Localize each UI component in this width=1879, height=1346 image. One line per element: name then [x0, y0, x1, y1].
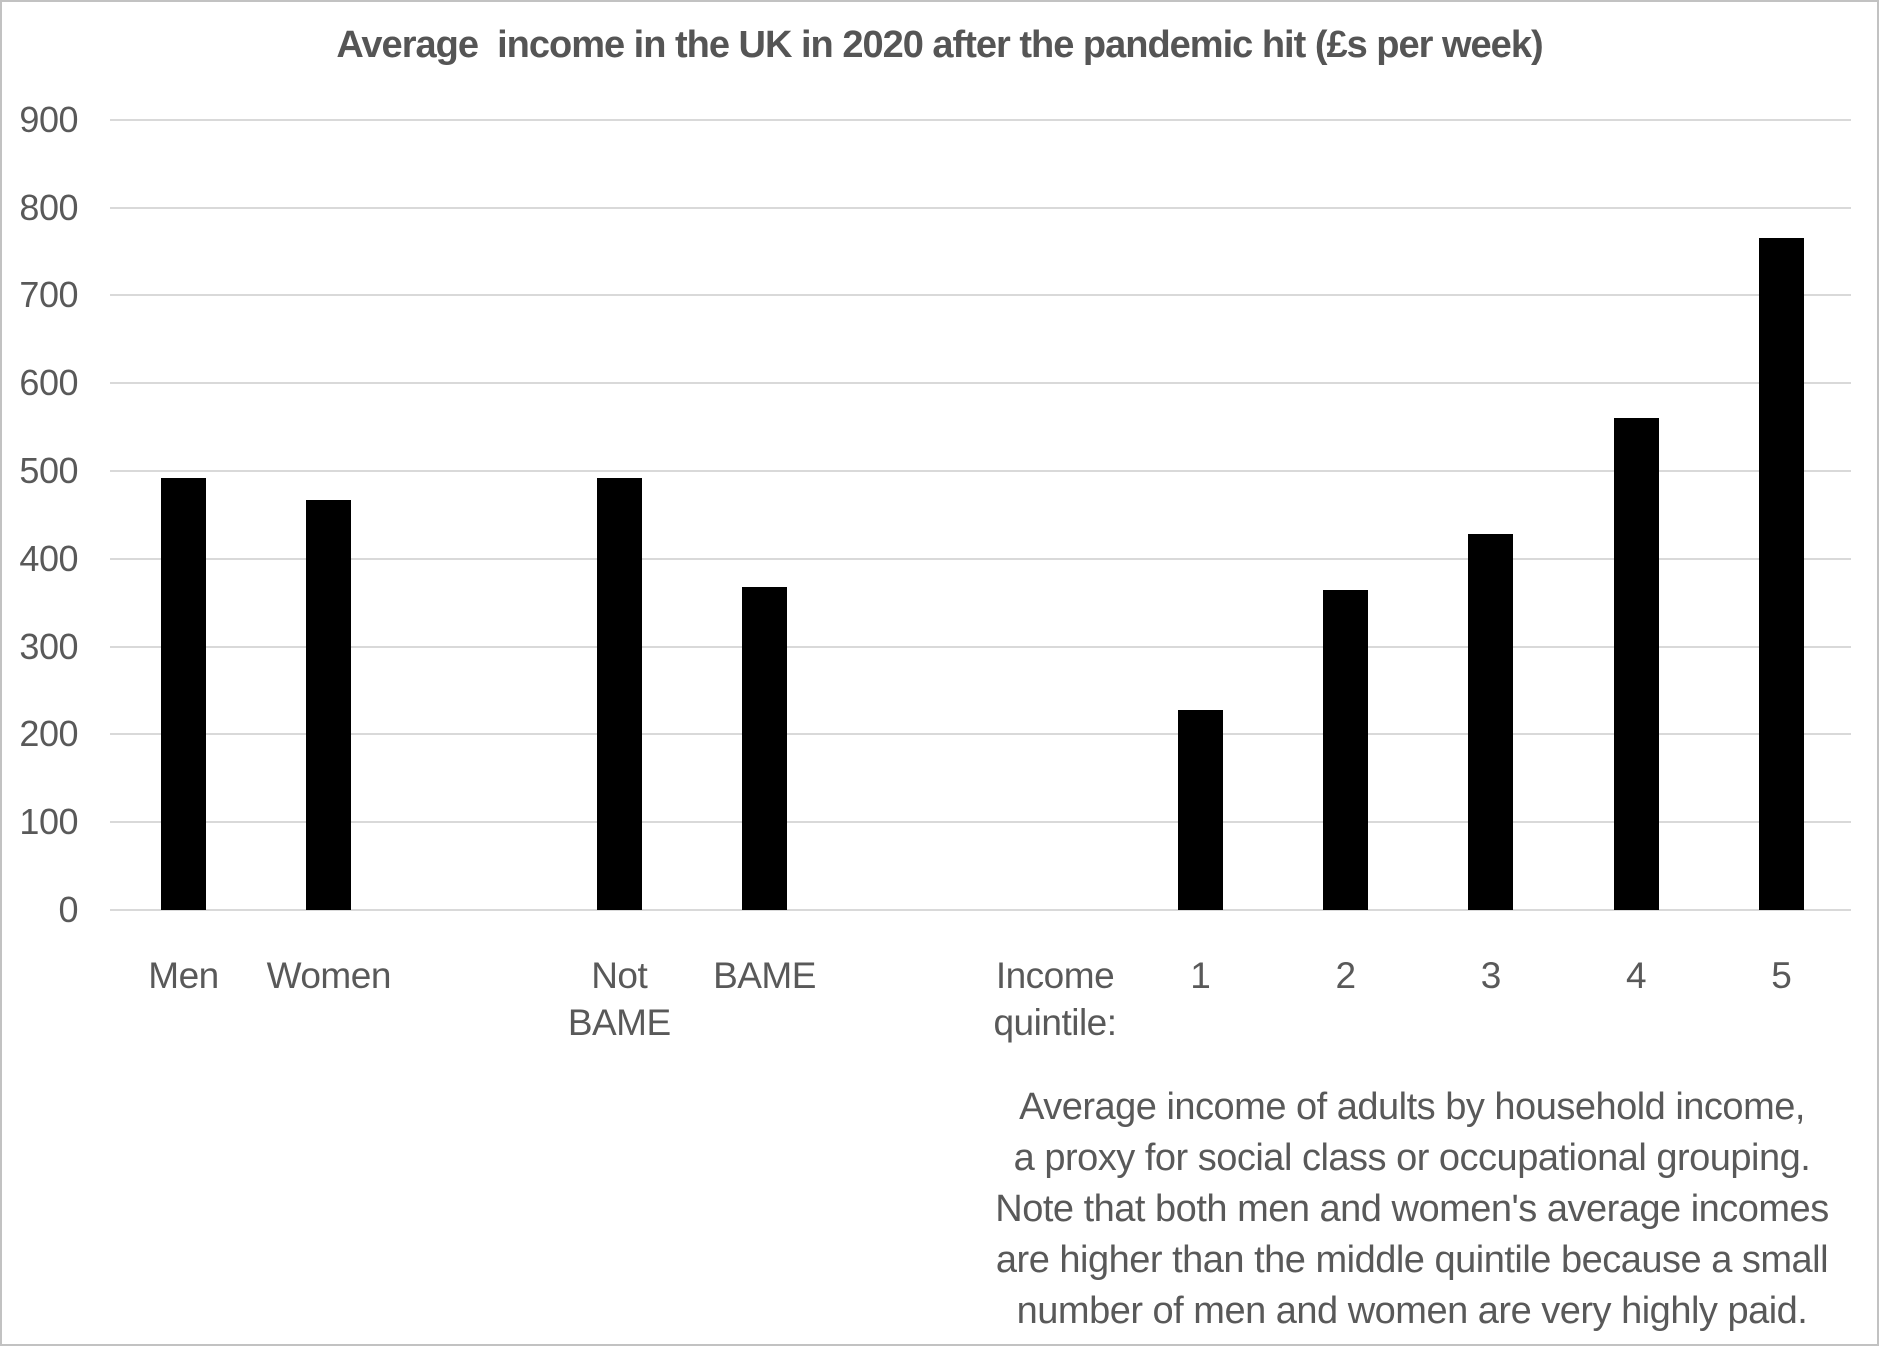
chart-note-line: a proxy for social class or occupational…: [1013, 1136, 1811, 1179]
y-axis-tick-label: 500: [19, 450, 78, 491]
bar-bame: [742, 586, 787, 910]
y-axis-tick-label: 600: [19, 362, 78, 404]
x-axis-label-men: Men: [148, 955, 219, 996]
bar-4: [1613, 418, 1659, 910]
gridline: [110, 206, 1851, 209]
x-axis-label-women: Women: [266, 955, 392, 996]
chart-note-line: Average income of adults by household in…: [1019, 1086, 1805, 1128]
chart-note-line: are higher than the middle quintile beca…: [995, 1238, 1829, 1281]
chart-note: Average income of adults by household in…: [952, 1082, 1872, 1337]
x-axis-label-not-bame: Not BAME: [567, 955, 671, 1044]
gridline: [110, 645, 1851, 648]
gridline: [110, 909, 1851, 911]
bar-men: [161, 478, 206, 910]
gridline: [110, 821, 1851, 824]
gridline: [110, 470, 1851, 472]
y-axis-tick-label: 400: [19, 537, 78, 579]
x-axis-label-4: 4: [1625, 955, 1647, 996]
gridline: [110, 733, 1851, 736]
bar-not-bame: [596, 478, 642, 910]
x-axis-label-2: 2: [1335, 955, 1356, 996]
y-axis-tick-label: 200: [19, 713, 78, 755]
y-axis-tick-label: 800: [19, 186, 78, 228]
chart-note-line: Note that both men and women's average i…: [995, 1187, 1829, 1230]
bar-5: [1758, 238, 1804, 910]
bar-women: [306, 499, 352, 910]
x-axis-label-1: 1: [1190, 955, 1211, 996]
gridline: [110, 382, 1851, 385]
bar-2: [1323, 589, 1368, 910]
gridline: [110, 118, 1851, 121]
bar-1: [1177, 709, 1223, 910]
y-axis-tick-label: 0: [58, 889, 78, 930]
chart-note-line: number of men and women are very highly …: [1016, 1289, 1808, 1332]
bar-3: [1468, 534, 1514, 910]
gridline: [110, 557, 1851, 560]
y-axis-tick-label: 900: [19, 98, 78, 140]
x-axis-label-3: 3: [1480, 955, 1502, 996]
y-axis-tick-label: 700: [19, 274, 78, 316]
x-axis-label-income-quintile: Income quintile:: [993, 955, 1117, 1044]
gridline: [110, 294, 1851, 297]
x-axis-label-bame: BAME: [713, 955, 816, 996]
y-axis-tick-label: 100: [19, 801, 78, 843]
chart-title: Average income in the UK in 2020 after t…: [336, 24, 1543, 66]
y-axis-tick-label: 300: [19, 625, 78, 667]
x-axis-label-5: 5: [1771, 955, 1792, 996]
